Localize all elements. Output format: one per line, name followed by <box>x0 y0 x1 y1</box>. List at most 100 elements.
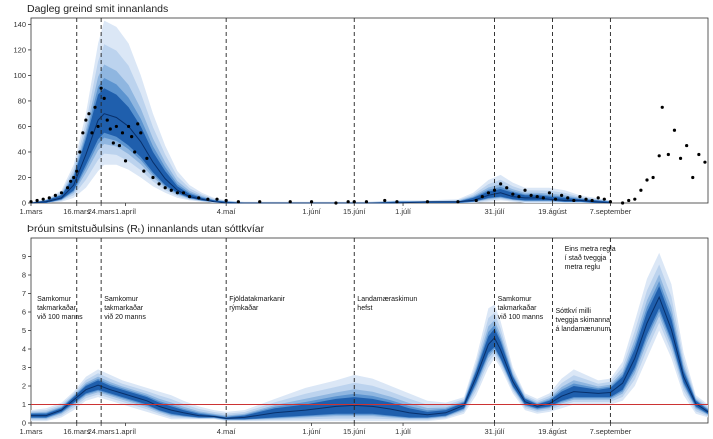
y-tick-label: 140 <box>13 20 26 29</box>
data-point <box>47 196 51 200</box>
data-point <box>334 201 338 205</box>
data-point <box>145 156 149 160</box>
x-tick-label: 1.mars <box>20 207 43 216</box>
data-point <box>111 141 115 145</box>
y-tick-label: 0 <box>22 419 26 428</box>
data-point <box>69 179 73 183</box>
band-2 <box>31 264 708 421</box>
y-tick-label: 2 <box>22 382 26 391</box>
event-annotation: Samkomur takmarkaðar við 100 manns <box>37 296 83 321</box>
data-point <box>685 143 689 148</box>
data-point <box>65 186 70 190</box>
data-point <box>197 196 201 200</box>
data-point <box>163 186 167 190</box>
data-point <box>560 193 564 197</box>
data-point <box>456 200 460 204</box>
y-tick-label: 1 <box>22 400 26 409</box>
x-tick-label: 7.september <box>590 207 632 216</box>
data-point <box>139 131 143 135</box>
y-tick-label: 8 <box>22 271 26 280</box>
data-point <box>72 175 76 180</box>
event-annotation-line: takmarkaðar <box>104 304 144 312</box>
data-point <box>480 195 484 199</box>
data-point <box>151 175 155 180</box>
x-tick-label: 1.júlí <box>395 427 412 436</box>
data-point <box>187 195 192 199</box>
event-annotation-line: í stað tveggja <box>565 254 607 262</box>
data-point <box>75 169 79 173</box>
data-point <box>133 150 137 154</box>
data-point <box>41 197 45 201</box>
data-point <box>258 200 262 204</box>
data-point <box>517 195 521 199</box>
data-point <box>578 195 582 199</box>
event-annotation-line: hefst <box>357 305 372 312</box>
data-point <box>703 160 707 164</box>
bottom-chart-title: Þróun smitstuðulsins (Rₜ) innanlands uta… <box>27 223 265 235</box>
x-tick-label: 4.maí <box>217 427 237 436</box>
event-annotation: Eins metra regla í stað tveggja metra regl… <box>565 246 616 271</box>
data-point <box>157 182 161 186</box>
data-point <box>84 118 88 122</box>
y-tick-label: 3 <box>22 363 26 372</box>
data-point <box>120 131 125 135</box>
data-point <box>108 127 112 131</box>
data-point <box>584 197 588 201</box>
data-point <box>499 182 503 186</box>
event-annotation: Samkomur takmarkaðar við 100 manns <box>498 296 544 321</box>
event-annotation: Samkomur takmarkaðar við 20 manns <box>104 296 146 321</box>
event-annotation-line: Samkomur <box>37 296 72 303</box>
data-point <box>130 135 134 139</box>
x-tick-label: 1.júní <box>302 427 321 436</box>
data-point <box>425 200 430 204</box>
data-point <box>78 150 82 154</box>
data-point <box>523 188 527 192</box>
data-point <box>102 96 106 100</box>
data-point <box>87 112 91 116</box>
event-annotation-line: metra reglu <box>565 264 601 271</box>
x-tick-label: 31.júlí <box>485 207 506 216</box>
event-annotation-line: Sóttkví milli <box>556 308 592 315</box>
data-point <box>505 186 509 190</box>
event-annotation-line: Eins metra regla <box>565 246 616 253</box>
x-tick-label: 16.mars <box>63 427 90 436</box>
data-point <box>666 152 670 157</box>
data-point <box>59 191 64 195</box>
event-annotation-line: takmarkaðar <box>498 304 538 312</box>
data-point <box>175 191 179 195</box>
data-point <box>621 201 625 205</box>
data-point <box>142 169 146 173</box>
data-point <box>633 197 637 201</box>
data-point <box>224 198 228 203</box>
data-point <box>691 175 695 180</box>
x-tick-label: 1.apríl <box>115 427 136 436</box>
x-tick-label: 31.júlí <box>485 427 506 436</box>
data-point <box>81 131 85 135</box>
data-point <box>114 124 118 129</box>
data-point <box>608 200 613 204</box>
x-tick-label: 15.júní <box>343 427 366 436</box>
event-annotation-line: á landamærunum <box>556 326 611 333</box>
data-point <box>117 143 122 148</box>
y-tick-label: 4 <box>22 345 26 354</box>
data-point <box>126 124 131 129</box>
data-point <box>206 197 210 201</box>
y-tick-label: 80 <box>18 97 26 106</box>
data-point <box>566 196 570 200</box>
data-point <box>93 105 97 109</box>
x-tick-label: 24.mars <box>88 427 115 436</box>
band-inner <box>31 88 611 203</box>
data-point <box>486 191 491 195</box>
data-point <box>105 118 109 122</box>
data-point <box>529 193 533 197</box>
data-point <box>169 188 173 192</box>
x-tick-label: 1.júlí <box>395 207 412 216</box>
y-tick-label: 7 <box>22 289 26 298</box>
event-annotation-line: tveggja skimanna <box>556 317 611 324</box>
data-point <box>29 200 33 204</box>
data-point <box>123 159 128 163</box>
data-point <box>657 154 661 158</box>
